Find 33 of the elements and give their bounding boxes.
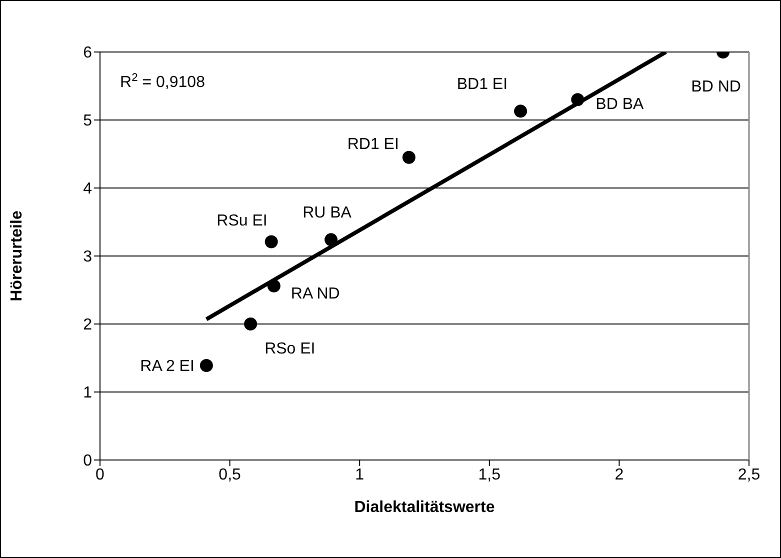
x-tick-label: 2 bbox=[614, 466, 624, 484]
annotation: BD1 EI bbox=[456, 76, 508, 93]
point bbox=[324, 233, 338, 246]
y-tick-label: 5 bbox=[83, 112, 92, 130]
point bbox=[200, 358, 213, 372]
annotation: BD ND bbox=[691, 78, 741, 96]
annotation: RD1 EI bbox=[347, 136, 399, 153]
x-tick-label: 1 bbox=[355, 466, 364, 484]
point bbox=[244, 318, 258, 330]
x-tick-label: 0 bbox=[96, 466, 105, 484]
point bbox=[514, 104, 528, 118]
y-tick-label: 2 bbox=[83, 316, 92, 334]
annotation: RU BA bbox=[302, 204, 352, 222]
x-axis-title: Dialektalitätswerte bbox=[354, 499, 495, 516]
annotation: R$^{2}$ = 0,9108 bbox=[120, 72, 206, 91]
y-axis-title: Hörerurteile bbox=[8, 210, 26, 302]
annotation: RSo EI bbox=[264, 340, 316, 358]
annotation: RSu EI bbox=[216, 212, 268, 230]
annotation: RA 2 EI bbox=[140, 358, 194, 376]
y-tick-label: 0 bbox=[83, 452, 92, 470]
y-tick-label: 6 bbox=[83, 44, 92, 62]
point bbox=[402, 150, 416, 164]
y-tick-label: 4 bbox=[83, 180, 92, 198]
point bbox=[264, 235, 278, 248]
annotation: BD BA bbox=[596, 96, 644, 114]
annotation: RA ND bbox=[290, 286, 340, 303]
y-tick-label: 1 bbox=[83, 384, 92, 402]
y-tick-label: 3 bbox=[83, 248, 92, 266]
x-tick-label: 0,5 bbox=[218, 466, 242, 484]
x-tick-label: 1,5 bbox=[478, 466, 501, 484]
point bbox=[571, 93, 584, 106]
point bbox=[267, 279, 280, 292]
x-tick-label: 2,5 bbox=[738, 466, 760, 484]
